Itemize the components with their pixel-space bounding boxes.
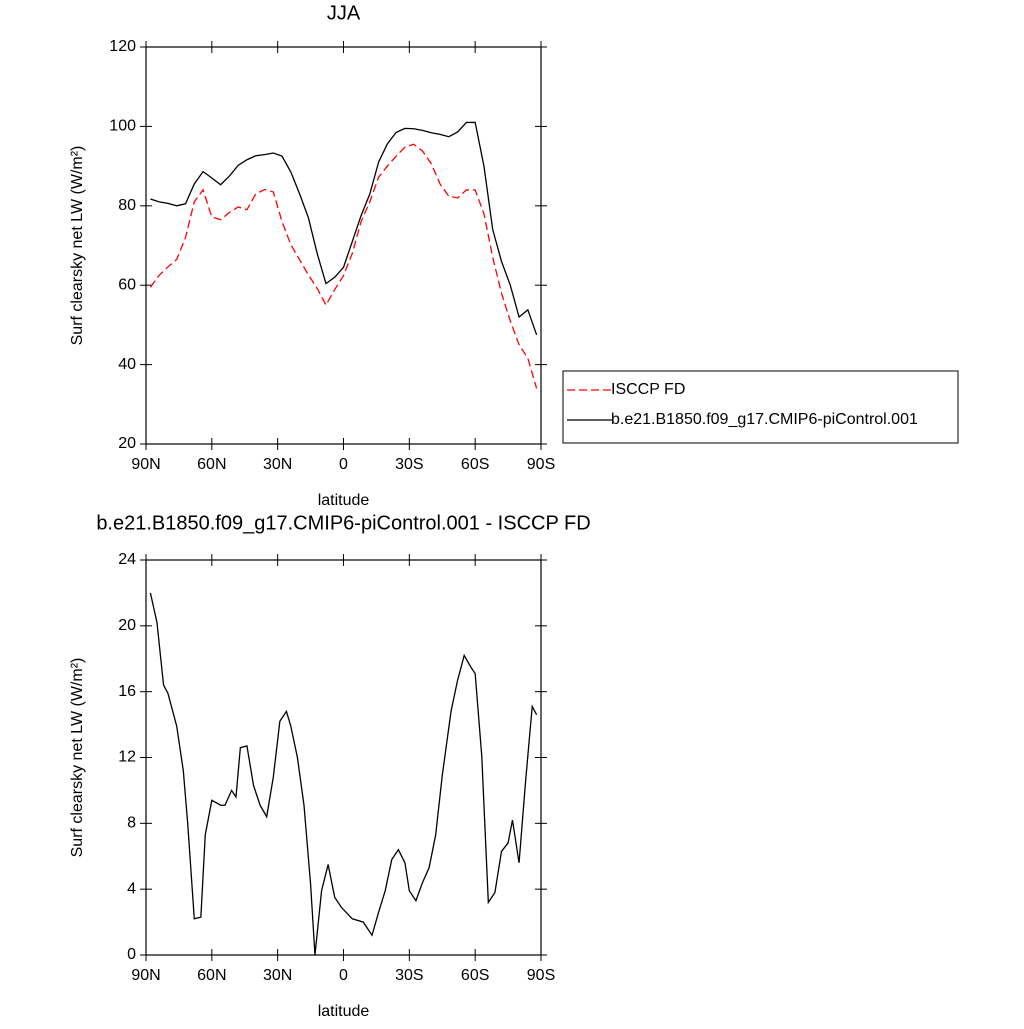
x-tick-label: 60S xyxy=(461,456,489,473)
x-tick-label: 60N xyxy=(197,967,226,984)
data-line xyxy=(150,121,538,336)
y-tick-label: 100 xyxy=(109,118,136,135)
legend-label: b.e21.B1850.f09_g17.CMIP6-piControl.001 xyxy=(611,411,918,428)
y-tick-label: 20 xyxy=(118,435,136,452)
y-tick-label: 12 xyxy=(118,749,136,766)
y-tick-label: 20 xyxy=(118,617,136,634)
x-axis-label: latitude xyxy=(318,492,370,509)
y-axis-label: Surf clearsky net LW (W/m²) xyxy=(69,146,86,346)
y-tick-label: 4 xyxy=(127,880,136,897)
y-tick-label: 16 xyxy=(118,683,136,700)
x-tick-label: 0 xyxy=(339,967,348,984)
y-tick-label: 0 xyxy=(127,946,136,963)
y-tick-label: 80 xyxy=(118,197,136,214)
y-tick-label: 8 xyxy=(127,815,136,832)
chart-title: JJA xyxy=(327,2,361,24)
x-axis-label: latitude xyxy=(318,1003,370,1020)
x-tick-label: 60S xyxy=(461,967,489,984)
y-tick-label: 40 xyxy=(118,356,136,373)
y-axis-label: Surf clearsky net LW (W/m²) xyxy=(69,658,86,858)
y-tick-label: 60 xyxy=(118,276,136,293)
x-tick-label: 90S xyxy=(527,967,555,984)
x-tick-label: 30N xyxy=(263,967,292,984)
x-tick-label: 30S xyxy=(395,967,423,984)
x-tick-label: 60N xyxy=(197,456,226,473)
x-tick-label: 30S xyxy=(395,456,423,473)
x-tick-label: 90N xyxy=(131,967,160,984)
y-tick-label: 24 xyxy=(118,551,136,568)
x-tick-label: 0 xyxy=(339,456,348,473)
data-line xyxy=(149,592,538,956)
x-tick-label: 30N xyxy=(263,456,292,473)
legend-label: ISCCP FD xyxy=(611,381,685,398)
x-tick-label: 90S xyxy=(527,456,555,473)
legend-box xyxy=(562,370,959,444)
x-tick-label: 90N xyxy=(131,456,160,473)
chart-title: b.e21.B1850.f09_g17.CMIP6-piControl.001 … xyxy=(96,512,590,534)
y-tick-label: 120 xyxy=(109,38,136,55)
plot-frame xyxy=(145,46,542,445)
data-line xyxy=(149,143,538,389)
